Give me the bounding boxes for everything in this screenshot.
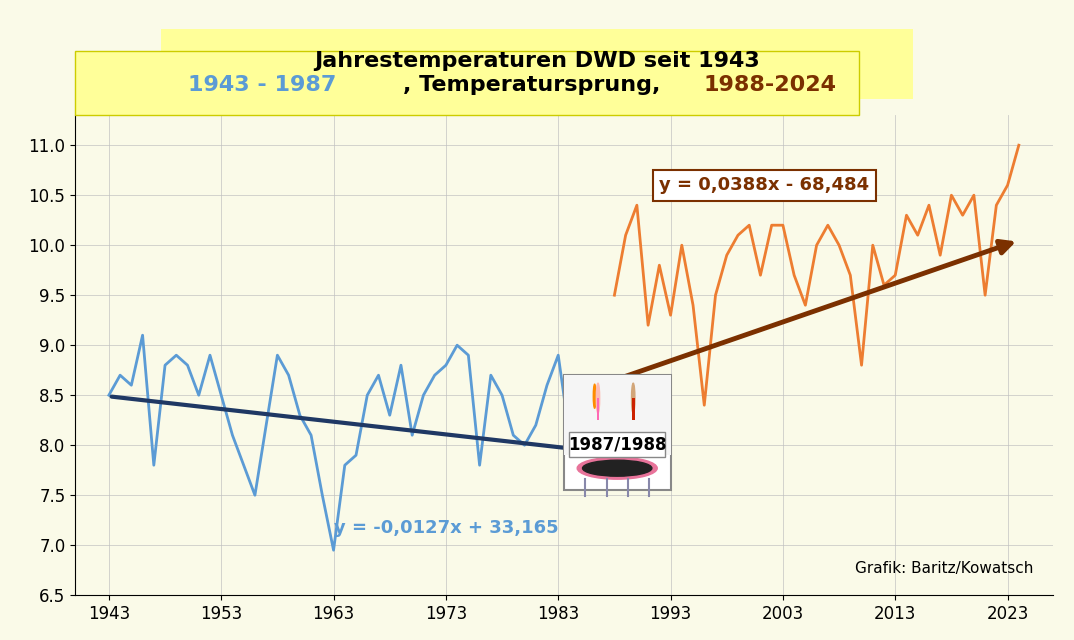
Text: 1943 - 1987: 1943 - 1987 bbox=[188, 75, 336, 95]
Text: Jahrestemperaturen DWD seit 1943: Jahrestemperaturen DWD seit 1943 bbox=[314, 51, 760, 71]
FancyBboxPatch shape bbox=[569, 432, 665, 457]
Ellipse shape bbox=[577, 457, 657, 479]
Circle shape bbox=[632, 383, 635, 413]
Ellipse shape bbox=[582, 460, 652, 476]
FancyBboxPatch shape bbox=[597, 398, 599, 420]
FancyBboxPatch shape bbox=[632, 398, 635, 420]
Circle shape bbox=[593, 384, 596, 408]
Circle shape bbox=[596, 383, 599, 413]
Text: 1988-2024: 1988-2024 bbox=[703, 75, 837, 95]
Text: Grafik: Baritz/Kowatsch: Grafik: Baritz/Kowatsch bbox=[855, 561, 1033, 576]
FancyBboxPatch shape bbox=[564, 375, 670, 490]
Text: y = 0,0388x - 68,484: y = 0,0388x - 68,484 bbox=[659, 176, 870, 194]
Text: y = -0,0127x + 33,165: y = -0,0127x + 33,165 bbox=[334, 519, 558, 537]
Text: , Temperatursprung,: , Temperatursprung, bbox=[403, 75, 668, 95]
FancyBboxPatch shape bbox=[564, 375, 670, 455]
Text: 1987/1988: 1987/1988 bbox=[568, 436, 667, 454]
